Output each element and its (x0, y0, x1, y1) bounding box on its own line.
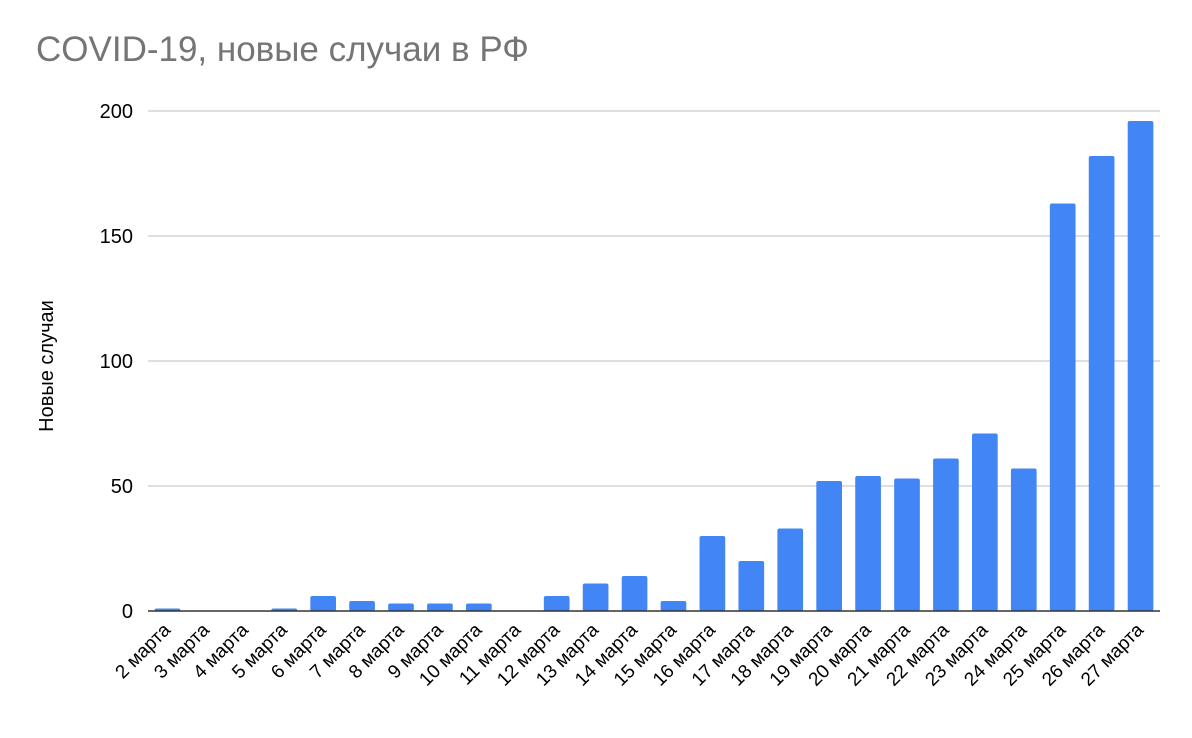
bar-20 (894, 478, 920, 611)
y-tick-label-100: 100 (100, 351, 133, 373)
y-axis-label: Новые случаи (36, 300, 58, 432)
bar-9 (466, 603, 492, 611)
bar-5 (310, 596, 336, 611)
bar-21 (933, 458, 959, 611)
bar-24 (1049, 203, 1076, 611)
bar-15 (699, 536, 726, 611)
y-tick-labels: 0 50 100 150 200 (100, 101, 133, 623)
bar-8 (427, 603, 453, 611)
bar-12 (582, 583, 609, 611)
y-tick-label-200: 200 (100, 101, 133, 123)
bar-22 (972, 433, 998, 611)
y-tick-label-0: 0 (122, 601, 133, 623)
bar-13 (621, 576, 648, 611)
bar-18 (816, 481, 842, 611)
bar-26 (1127, 121, 1154, 611)
bar-14 (660, 601, 687, 611)
bar-16 (738, 561, 765, 611)
bar-19 (855, 476, 881, 611)
bar-23 (1010, 468, 1037, 611)
bar-7 (388, 603, 414, 611)
bar-11 (543, 596, 570, 611)
bar-17 (777, 528, 804, 611)
bars (154, 121, 1154, 611)
y-tick-label-50: 50 (111, 476, 133, 498)
bar-6 (349, 601, 375, 611)
y-tick-label-150: 150 (100, 226, 133, 248)
bar-25 (1088, 156, 1115, 611)
gridlines (148, 110, 1160, 487)
chart-title: COVID-19, новые случаи в РФ (36, 30, 529, 69)
